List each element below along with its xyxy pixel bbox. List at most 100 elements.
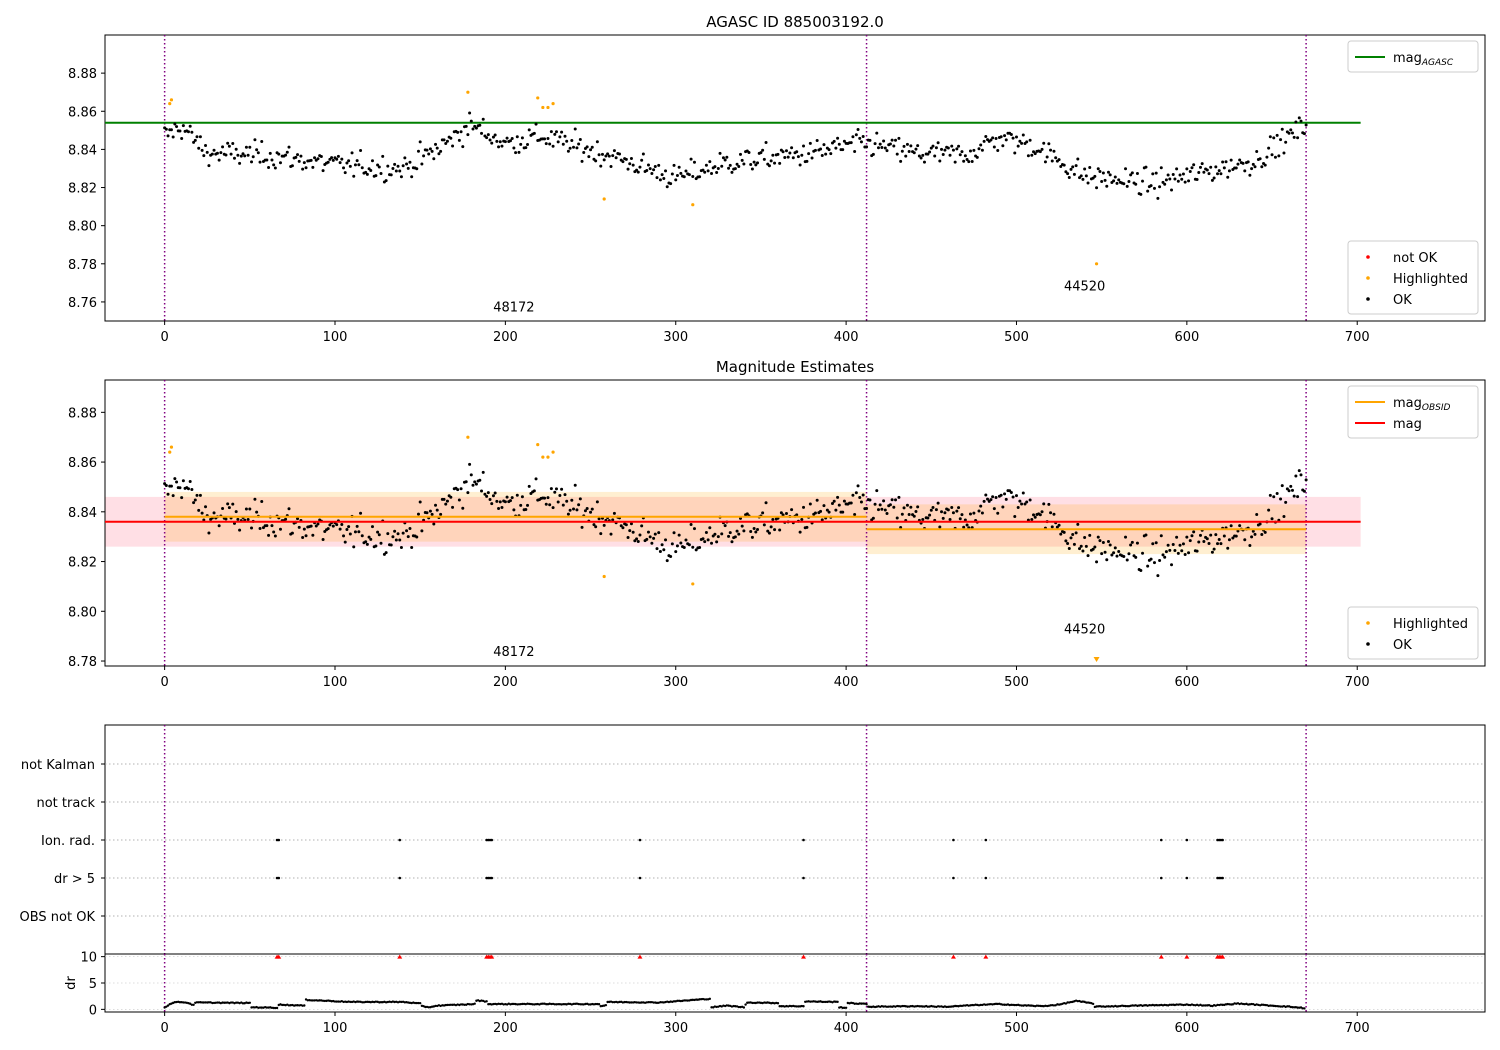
ok-point [202,518,206,522]
ok-point [197,508,201,512]
y-tick-label: 8.78 [68,655,97,670]
y-tick-label: 8.88 [68,67,97,82]
ok-point [1001,505,1005,509]
dr-point [672,1000,676,1003]
ok-point [595,500,599,504]
ok-point [703,170,707,174]
x-tick-label: 200 [493,1021,518,1036]
dr-point [545,1003,548,1006]
dr-point [216,1001,219,1004]
ok-point [374,174,378,178]
dr-point [418,1001,422,1005]
y-tick-label: 8.86 [68,105,97,120]
ok-point [657,531,661,535]
dr-point [539,1002,543,1005]
ok-point [1175,167,1179,171]
ok-point [951,511,955,515]
ok-point [1304,123,1308,127]
ok-point [1280,127,1284,131]
ok-point [883,146,887,150]
ok-point [1210,550,1214,554]
ok-point [553,490,557,494]
ok-point [217,524,221,528]
x-tick-label: 400 [834,330,859,345]
flag-point [490,838,494,842]
ok-point [510,496,514,500]
ok-point [1294,120,1298,124]
ok-point [836,495,840,499]
dr-point [258,1006,262,1009]
ok-point [813,148,817,152]
ok-point [340,523,344,527]
ok-point [641,152,645,156]
ok-point [273,166,277,170]
ok-point [749,529,753,533]
ok-point [1287,489,1291,493]
ok-point [556,140,560,144]
ok-point [524,146,528,150]
dr-point [580,1003,584,1006]
ok-point [880,145,884,149]
ok-point [469,473,473,477]
ok-point [585,507,589,511]
ok-point [1251,162,1255,166]
dr-point [684,999,688,1002]
ok-point [258,526,262,530]
clipped-dr-marker [950,954,956,959]
ok-point [1013,515,1017,519]
ok-point [561,503,565,507]
ok-point [936,141,940,145]
ok-point [277,152,281,156]
ok-point [1250,167,1254,171]
ok-point [231,142,235,146]
clipped-highlighted-marker [1093,657,1100,663]
ok-point [1066,172,1070,176]
ok-point [166,492,170,496]
ok-point [989,138,993,142]
highlighted-point [466,90,470,94]
flag-point [984,838,988,842]
ok-point [391,167,395,171]
ok-point [1154,541,1158,545]
ok-point [849,501,853,505]
ok-point [546,137,550,141]
ok-point [865,507,869,511]
dr-point [953,1004,957,1008]
ok-point [287,145,291,149]
ok-point [353,530,357,534]
ok-point [1016,144,1020,148]
ok-point [405,162,409,166]
ok-point [302,527,306,531]
ok-point [675,174,679,178]
ok-point [326,527,330,531]
top-magnitude-panel: 0 100 200 300 400 500 600 700 8.76 8.78 8.80 8.82 8.… [68,34,1486,345]
ok-point [771,153,775,157]
ok-point [335,523,339,527]
ok-point [856,127,860,131]
ok-point [551,144,555,148]
ok-point [834,508,838,512]
dr-point [417,1001,420,1005]
dr-point [647,1000,650,1004]
dr-point [1126,1004,1129,1008]
ok-point [1088,533,1092,537]
flag-category-label: not track [36,796,95,811]
ok-point [577,142,581,146]
ok-point [236,153,240,157]
dr-point [190,1003,194,1006]
ok-point [1047,142,1051,146]
ok-point [321,538,325,542]
ok-point [1059,165,1063,169]
obsid-label: 44520 [1064,279,1105,294]
dr-point [531,1003,534,1006]
ok-point [445,499,449,503]
ok-point [715,540,719,544]
ok-point [1168,177,1172,181]
ok-point [1004,497,1008,501]
ok-point [979,143,983,147]
ok-point [922,160,926,164]
ok-point [508,139,512,143]
ok-point [285,150,289,154]
ok-point [345,528,349,532]
dr-point [853,1002,856,1005]
